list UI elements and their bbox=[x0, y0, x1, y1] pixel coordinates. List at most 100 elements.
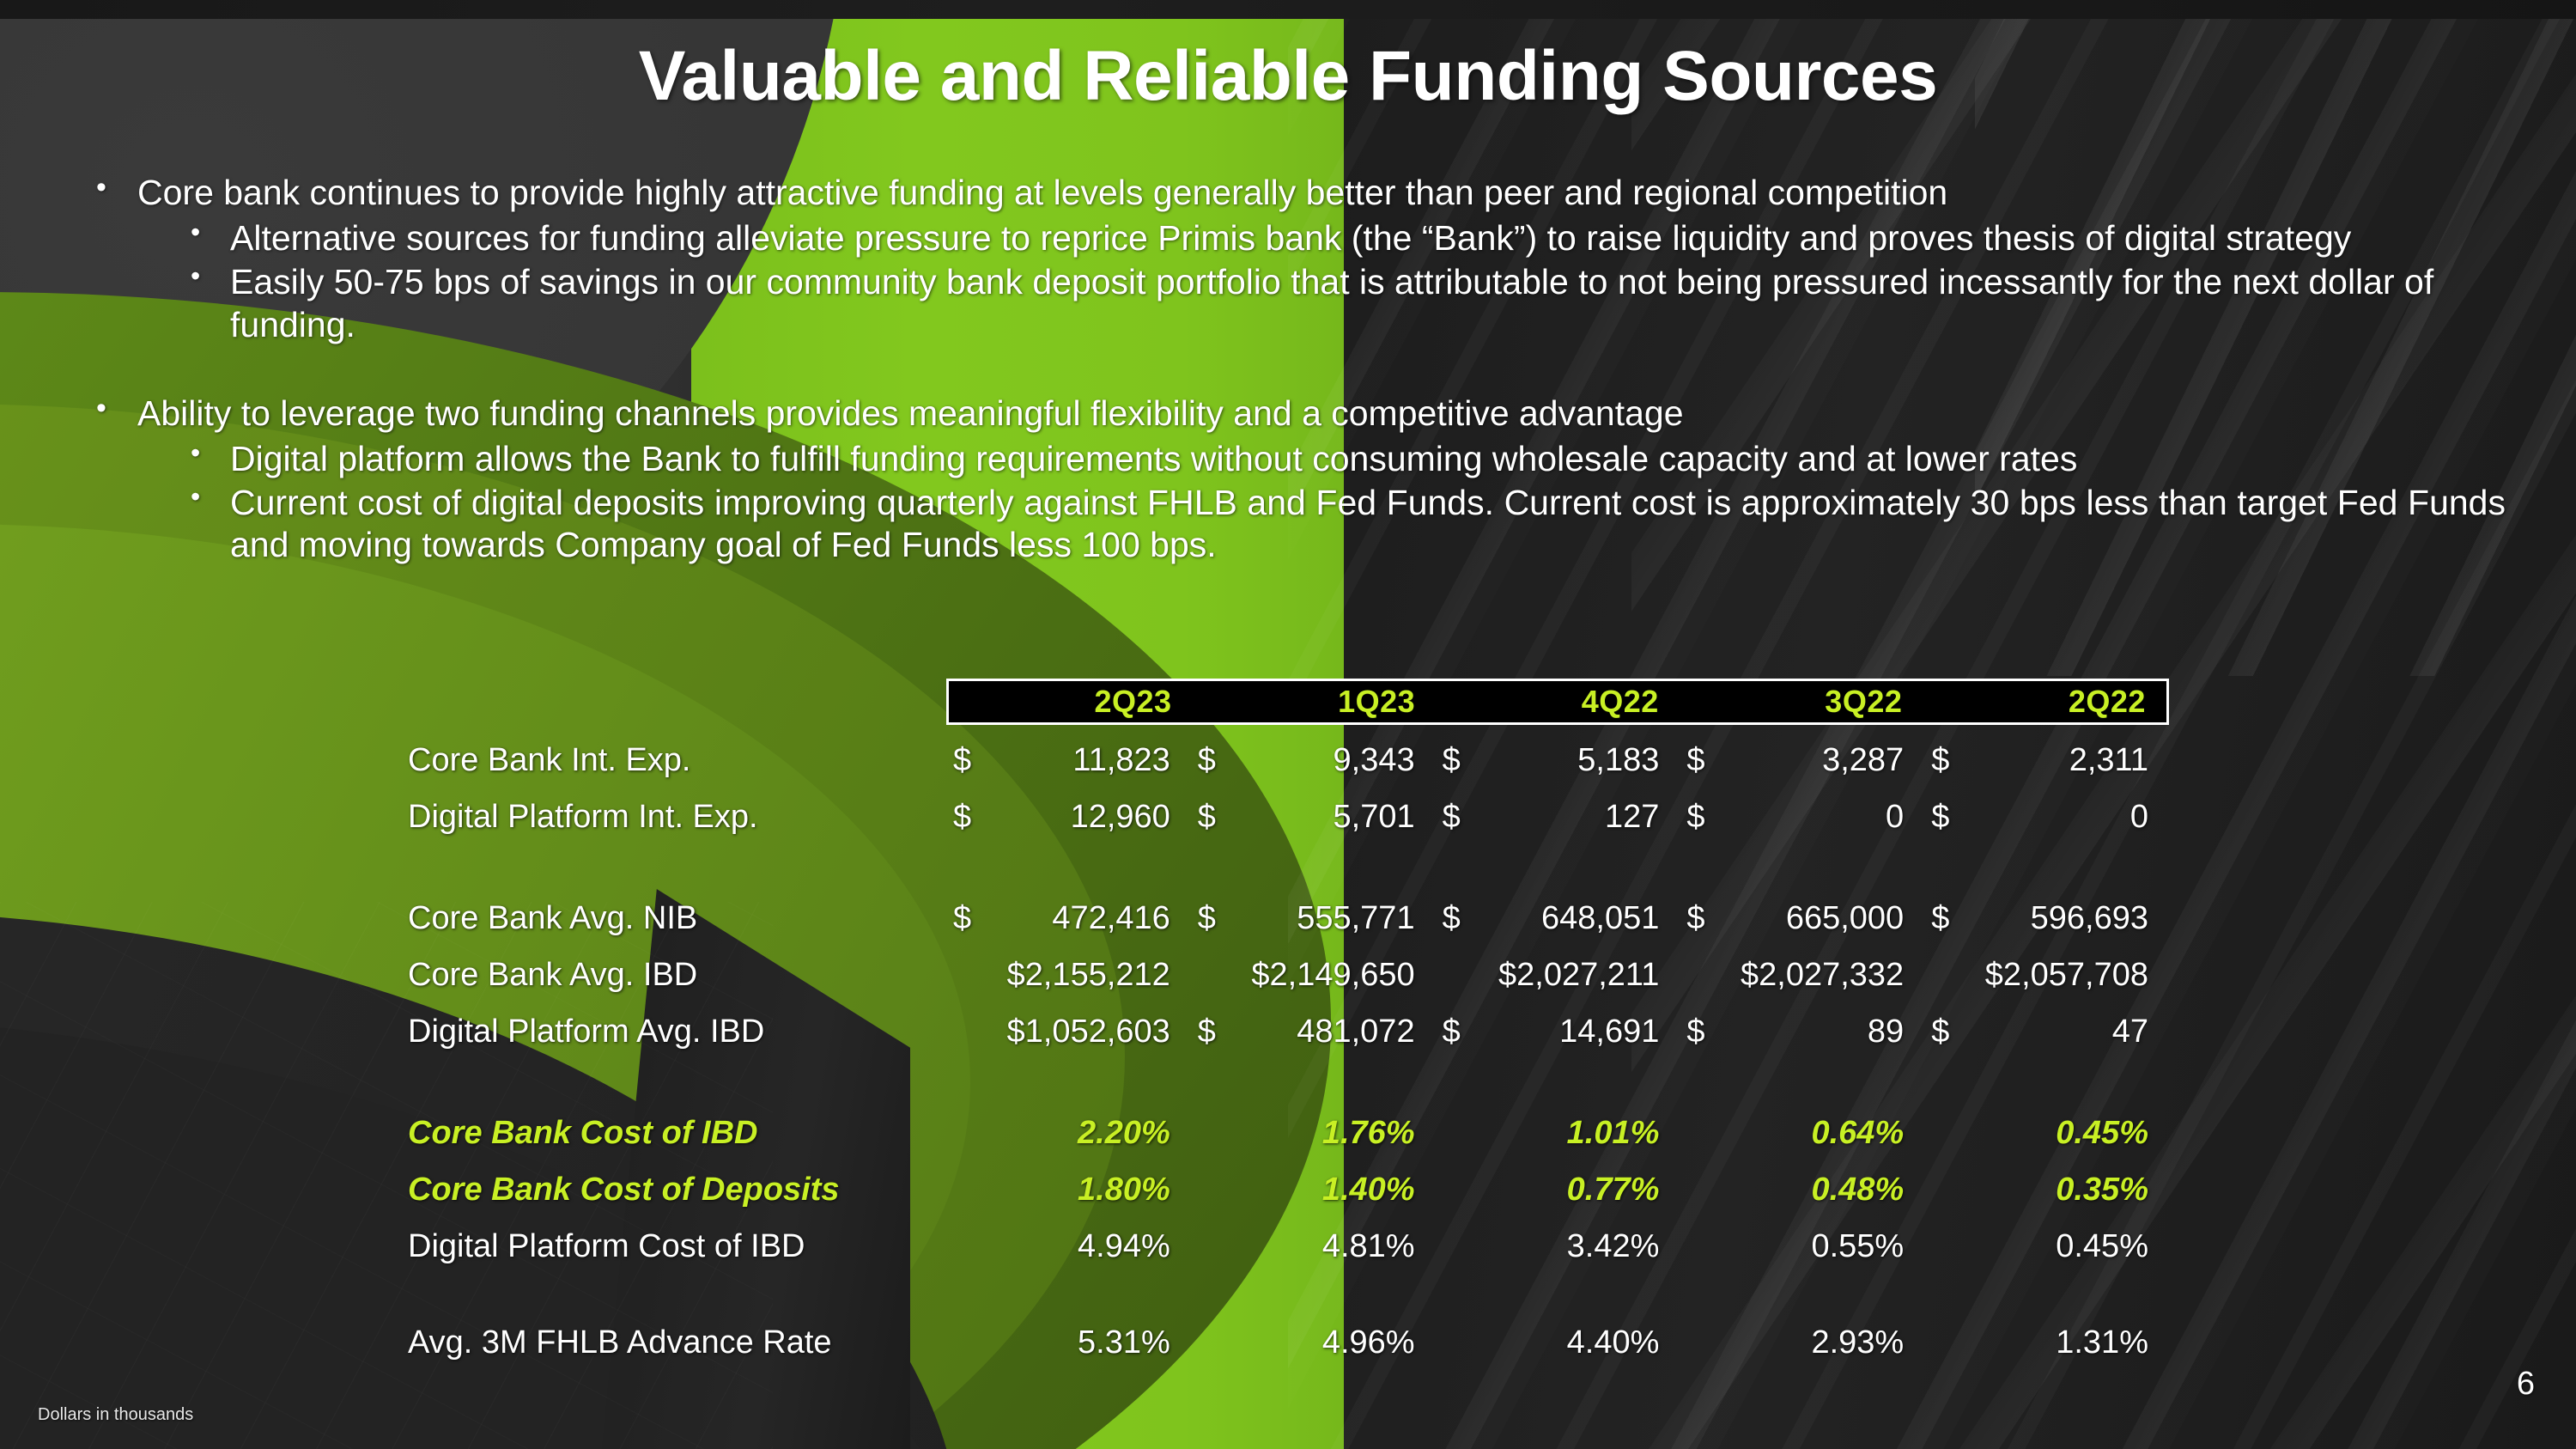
table-row-label: Digital Platform Avg. IBD bbox=[408, 1014, 765, 1050]
table-column-header: 4Q22 bbox=[1581, 684, 1659, 719]
bullet-gap bbox=[76, 348, 2506, 393]
table-cell: $2,057,708 bbox=[1924, 959, 2169, 1000]
table-row-cells: $472,416 $555,771 $648,051 $665,000 $596,693 bbox=[946, 902, 2169, 943]
table-column-header: 3Q22 bbox=[1825, 684, 1903, 719]
table-cell-value: 2,311 bbox=[2069, 742, 2148, 778]
table-cell-value: $2,027,211 bbox=[1498, 957, 1660, 993]
table-row-cells: $11,823 $9,343 $5,183 $3,287 $2,311 bbox=[946, 744, 2169, 785]
footnote: Dollars in thousands bbox=[38, 1405, 194, 1424]
table-cell-value: 12,960 bbox=[1070, 799, 1170, 835]
table-row: Core Bank Avg. NIB $472,416 $555,771 $648,0… bbox=[0, 902, 2576, 959]
table-cell-value: $2,027,332 bbox=[1741, 957, 1905, 993]
table-row-label: Core Bank Cost of Deposits bbox=[408, 1172, 840, 1208]
table-cell-value: 0.45% bbox=[2056, 1115, 2148, 1151]
table-cell-value: 47 bbox=[2111, 1014, 2148, 1050]
table-cell: 4.94% bbox=[946, 1230, 1191, 1271]
table-cell: 0.64% bbox=[1680, 1117, 1924, 1158]
table-cell: $127 bbox=[1436, 801, 1680, 842]
table-row: Avg. 3M FHLB Advance Rate 5.31% 4.96% 4.40%… bbox=[0, 1326, 2576, 1383]
table-cell: $89 bbox=[1680, 1015, 1924, 1056]
table-cell: 4.81% bbox=[1191, 1230, 1436, 1271]
table-cell: $665,000 bbox=[1680, 902, 1924, 943]
table-cell-value: 648,051 bbox=[1541, 900, 1660, 936]
table-row-label: Core Bank Avg. NIB bbox=[408, 900, 698, 936]
table-cell-value: 89 bbox=[1867, 1014, 1905, 1050]
table-cell: $14,691 bbox=[1436, 1015, 1680, 1056]
table-cell: $5,183 bbox=[1436, 744, 1680, 785]
table-spacer-row bbox=[0, 1287, 2576, 1326]
table-cell-value: $2,057,708 bbox=[1984, 957, 2148, 993]
table-row-cells: 1.80% 1.40% 0.77% 0.48% 0.35% bbox=[946, 1173, 2169, 1215]
currency-symbol: $ bbox=[1197, 742, 1216, 778]
table-cell-value: 0.77% bbox=[1566, 1172, 1660, 1208]
table-cell-value: 4.96% bbox=[1321, 1324, 1415, 1361]
currency-symbol: $ bbox=[1931, 900, 1950, 936]
currency-symbol: $ bbox=[1931, 1014, 1950, 1050]
table-cell-value: 4.81% bbox=[1321, 1228, 1415, 1264]
table-cell-value: 0.64% bbox=[1811, 1115, 1905, 1151]
table-cell-value: 1.76% bbox=[1321, 1115, 1415, 1151]
table-column-header: 2Q23 bbox=[1094, 684, 1172, 719]
bottom-bar bbox=[0, 0, 2576, 19]
table-cell: $2,155,212 bbox=[946, 959, 1191, 1000]
table-cell-value: 127 bbox=[1604, 799, 1660, 835]
bullet-level1: Core bank continues to provide highly at… bbox=[76, 170, 2506, 214]
currency-symbol: $ bbox=[1686, 799, 1705, 835]
table-cell: 1.31% bbox=[1924, 1326, 2169, 1367]
currency-symbol: $ bbox=[1197, 900, 1216, 936]
table-row-label: Digital Platform Int. Exp. bbox=[408, 799, 758, 835]
table-spacer-row bbox=[0, 1072, 2576, 1117]
table-row-cells: $1,052,603 $481,072 $14,691 $89 $47 bbox=[946, 1015, 2169, 1056]
table-cell-value: 3,287 bbox=[1822, 742, 1905, 778]
table-cell-value: 596,693 bbox=[2030, 900, 2148, 936]
table-cell-value: 0.48% bbox=[1811, 1172, 1905, 1208]
table-cell-value: 1.80% bbox=[1078, 1172, 1170, 1208]
table-cell-value: 0.45% bbox=[2056, 1228, 2148, 1264]
table-cell: $0 bbox=[1680, 801, 1924, 842]
table-cell: $472,416 bbox=[946, 902, 1191, 943]
currency-symbol: $ bbox=[1931, 742, 1950, 778]
bullet-level2: Digital platform allows the Bank to fulf… bbox=[76, 436, 2506, 480]
table-row: Core Bank Avg. IBD $2,155,212 $2,149,650 $2… bbox=[0, 959, 2576, 1015]
table-cell: 0.55% bbox=[1680, 1230, 1924, 1271]
currency-symbol: $ bbox=[1442, 799, 1461, 835]
currency-symbol: $ bbox=[953, 900, 972, 936]
page-number: 6 bbox=[2516, 1366, 2535, 1402]
table-cell-value: 1.31% bbox=[2056, 1324, 2148, 1361]
table-cell: 1.76% bbox=[1191, 1117, 1436, 1158]
table-cell: 0.48% bbox=[1680, 1173, 1924, 1215]
table-row: Core Bank Cost of IBD 2.20% 1.76% 1.01% 0.64… bbox=[0, 1117, 2576, 1173]
table-cell: 4.96% bbox=[1191, 1326, 1436, 1367]
table-cell-value: 5,183 bbox=[1577, 742, 1660, 778]
table-cell: $2,311 bbox=[1924, 744, 2169, 785]
table-cell: $12,960 bbox=[946, 801, 1191, 842]
table-row-cells: $2,155,212 $2,149,650 $2,027,211 $2,027,332… bbox=[946, 959, 2169, 1000]
table-cell: 1.40% bbox=[1191, 1173, 1436, 1215]
bullet-level2: Easily 50-75 bps of savings in our commu… bbox=[76, 259, 2506, 345]
table-cell-value: 472,416 bbox=[1052, 900, 1170, 936]
table-cell: $555,771 bbox=[1191, 902, 1436, 943]
table-cell-value: 481,072 bbox=[1297, 1014, 1415, 1050]
table-cell: 5.31% bbox=[946, 1326, 1191, 1367]
table-cell: $5,701 bbox=[1191, 801, 1436, 842]
table-column-header: 1Q23 bbox=[1338, 684, 1416, 719]
table-cell-value: 4.94% bbox=[1078, 1228, 1170, 1264]
table-header-row: 2Q23 1Q23 4Q22 3Q22 2Q22 bbox=[946, 679, 2169, 725]
table-cell: $9,343 bbox=[1191, 744, 1436, 785]
grid-texture bbox=[0, 902, 773, 1449]
table-row-label: Digital Platform Cost of IBD bbox=[408, 1228, 805, 1264]
table-cell: $0 bbox=[1924, 801, 2169, 842]
table-cell: 2.93% bbox=[1680, 1326, 1924, 1367]
table-cell: $47 bbox=[1924, 1015, 2169, 1056]
table-cell-value: 0.35% bbox=[2056, 1172, 2148, 1208]
table-cell: 0.77% bbox=[1436, 1173, 1680, 1215]
table-cell-value: 5.31% bbox=[1078, 1324, 1170, 1361]
bullet-list: Core bank continues to provide highly at… bbox=[76, 170, 2506, 569]
table-cell: 0.35% bbox=[1924, 1173, 2169, 1215]
table-cell: 1.01% bbox=[1436, 1117, 1680, 1158]
table-cell-value: $2,155,212 bbox=[1006, 957, 1170, 993]
table-cell: $2,027,332 bbox=[1680, 959, 1924, 1000]
table-row: Core Bank Cost of Deposits 1.80% 1.40% 0.77… bbox=[0, 1173, 2576, 1230]
table-row-label: Core Bank Avg. IBD bbox=[408, 957, 698, 993]
table-cell-value: 11,823 bbox=[1072, 742, 1170, 778]
